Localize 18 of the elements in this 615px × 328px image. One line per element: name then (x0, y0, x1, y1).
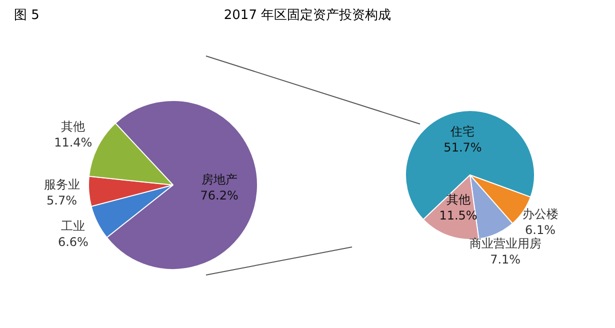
caption: 图 5 (14, 7, 40, 24)
data-label: 7.1% (490, 252, 521, 267)
slice-label: 服务业 (44, 178, 80, 192)
slice-label: 工业 (61, 218, 86, 233)
data-label: 11.4% (54, 135, 92, 150)
data-label: 6.1% (525, 223, 556, 238)
slice-label: 房地产 (201, 172, 238, 187)
text: 2017 年区固定资产投资构成 (224, 8, 392, 23)
slice-label: 办公楼 (522, 207, 558, 222)
slice-label: 商业营业用房 (469, 236, 542, 251)
data-label: 76.2% (200, 188, 238, 203)
data-label: 6.6% (58, 234, 88, 249)
slice-label: 其他 (446, 192, 470, 207)
slice-label: 住宅 (450, 124, 475, 138)
slice-label: 其他 (61, 119, 86, 134)
data-label: 5.7% (46, 194, 78, 208)
data-label: 11.5% (439, 208, 478, 223)
data-label: 51.7% (444, 140, 482, 154)
